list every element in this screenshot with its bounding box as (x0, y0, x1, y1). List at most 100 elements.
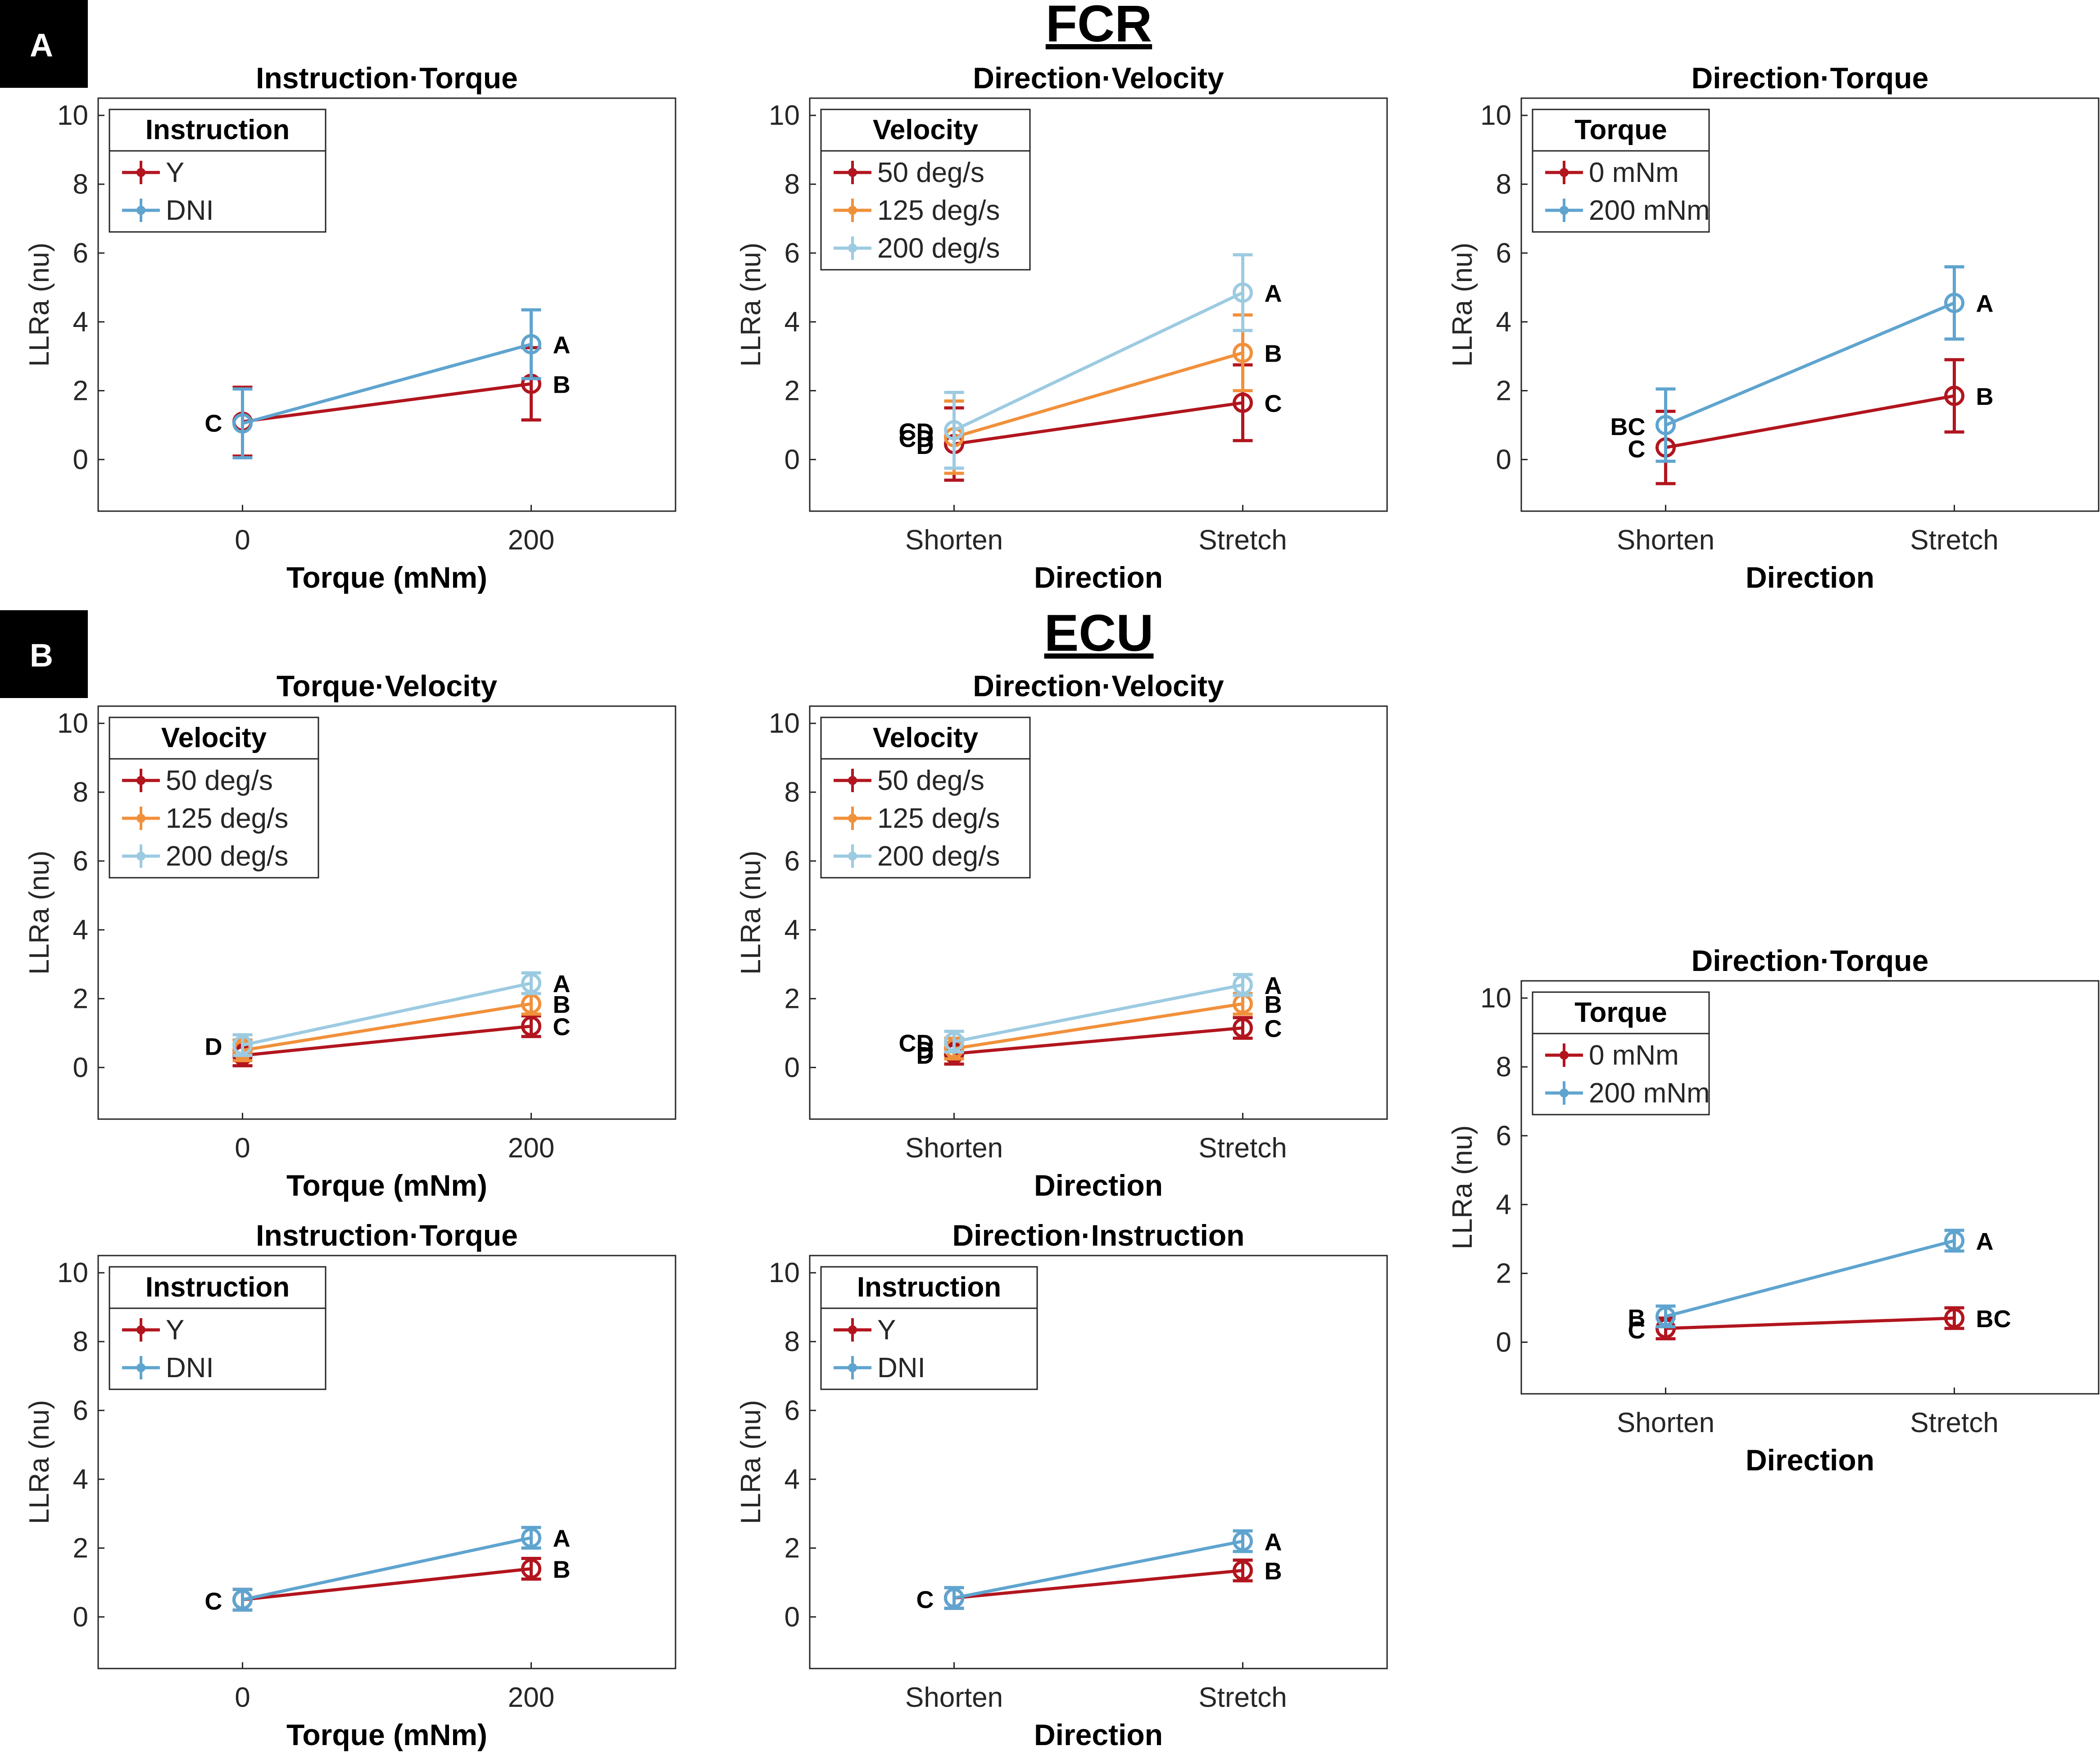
x-tick-label: Stretch (1198, 1682, 1287, 1713)
legend-label: 0 mNm (1589, 1040, 1679, 1071)
data-point (232, 1035, 253, 1056)
legend-swatch-marker (848, 1325, 857, 1334)
y-tick-label: 6 (73, 1395, 88, 1426)
chart-title: Instruction·Torque (256, 1219, 518, 1252)
legend-box (109, 717, 319, 879)
x-tick-label: 0 (235, 1133, 250, 1164)
y-tick-label: 4 (785, 1464, 800, 1495)
x-tick-label: Stretch (1198, 1133, 1287, 1164)
data-point (1233, 1017, 1253, 1038)
series-1: CDB (899, 313, 1282, 475)
x-tick-label: 0 (235, 525, 250, 556)
data-point (944, 420, 964, 440)
legend-label: DNI (877, 1352, 925, 1383)
y-tick-label: 0 (785, 444, 800, 475)
x-tick-label: Stretch (1198, 525, 1287, 556)
data-point (1233, 282, 1253, 303)
series-line (242, 1536, 532, 1601)
legend-swatch-marker (1560, 1088, 1569, 1097)
series-line (953, 1539, 1243, 1600)
chart-b4: Instruction·Torque 0 2 4 6 8 10 0 200 Torque (mNm… (24, 1219, 676, 1751)
x-axis-title: Direction (1746, 1443, 1874, 1477)
significance-label: D (916, 1042, 934, 1069)
legend-title: Velocity (873, 722, 979, 753)
y-axis-title: LLRa (nu) (735, 851, 767, 975)
series-line (953, 1002, 1243, 1050)
y-tick-label: 0 (1496, 444, 1511, 475)
y-axis-title: LLRa (nu) (24, 851, 55, 975)
significance-label: C (916, 1586, 934, 1613)
data-point (521, 334, 541, 354)
legend-label: 125 deg/s (877, 803, 1000, 834)
data-point (1233, 392, 1253, 413)
legend-swatch-marker (848, 852, 857, 861)
chart-b2: Direction·Velocity 0 2 4 6 8 10 Shorten Stretch D… (735, 669, 1388, 1202)
y-tick-label: 6 (785, 1395, 800, 1426)
legend-label: 200 deg/s (877, 841, 1000, 872)
data-point (1944, 1308, 1964, 1329)
chart-title: Torque·Velocity (277, 669, 497, 703)
y-axis-title: LLRa (nu) (735, 1400, 767, 1524)
x-tick-label: Stretch (1910, 1407, 1998, 1438)
significance-label: C (205, 410, 222, 437)
panel-b-label: B (30, 638, 53, 674)
legend: Velocity 50 deg/s 125 deg/s 200 deg/s (820, 109, 1031, 271)
series-line (242, 1002, 532, 1052)
y-tick-label: 2 (785, 1533, 800, 1564)
y-tick-label: 2 (1496, 376, 1511, 407)
y-tick-label: 10 (769, 1257, 800, 1288)
y-tick-label: 4 (1496, 307, 1511, 338)
y-tick-label: 0 (785, 1601, 800, 1633)
legend-swatch-marker (848, 206, 857, 215)
y-tick-label: 0 (73, 444, 88, 475)
series-1: CA (205, 1525, 571, 1615)
y-tick-label: 6 (1496, 238, 1511, 269)
y-tick-label: 6 (73, 238, 88, 269)
legend: Velocity 50 deg/s 125 deg/s 200 deg/s (109, 717, 319, 879)
significance-label: A (553, 331, 571, 358)
legend-title: Velocity (161, 722, 267, 753)
legend: Velocity 50 deg/s 125 deg/s 200 deg/s (820, 717, 1031, 879)
panel-a-label: A (30, 27, 53, 63)
significance-label: D (205, 1034, 222, 1061)
plot-frame (97, 97, 676, 512)
legend-swatch-marker (848, 814, 857, 823)
y-tick-label: 4 (73, 1464, 88, 1495)
data-point (521, 1016, 541, 1037)
series-line (242, 343, 532, 425)
legend-swatch-marker (136, 852, 145, 861)
x-axis-title: Direction (1746, 561, 1874, 594)
y-axis-title: LLRa (nu) (1447, 243, 1478, 367)
y-tick-label: 8 (1496, 1052, 1511, 1083)
series-line (1665, 394, 1955, 449)
data-point (944, 1587, 964, 1608)
series-0: C (232, 1014, 571, 1068)
series-line (242, 1567, 531, 1601)
legend-swatch-marker (848, 776, 857, 785)
x-tick-label: Shorten (905, 525, 1003, 556)
y-tick-label: 4 (1496, 1189, 1511, 1220)
legend-label: 125 deg/s (166, 803, 288, 834)
plot-frame (809, 705, 1388, 1120)
x-axis-title: Direction (1034, 1718, 1163, 1751)
legend-title: Instruction (145, 1272, 290, 1303)
y-tick-label: 2 (785, 984, 800, 1015)
significance-label: A (1265, 280, 1282, 307)
y-tick-label: 6 (73, 846, 88, 877)
series-line (242, 382, 531, 423)
significance-label: C (1265, 1015, 1282, 1042)
data-point (232, 413, 253, 434)
y-tick-label: 2 (73, 984, 88, 1015)
legend-label: 200 mNm (1589, 1078, 1710, 1109)
legend-label: 200 deg/s (166, 841, 288, 872)
series-line (953, 351, 1243, 439)
legend: Instruction Y DNI (109, 109, 327, 233)
ecu-section-title: ECU (1044, 604, 1154, 662)
y-tick-label: 8 (73, 777, 88, 808)
legend: Torque 0 mNm 200 mNm (1532, 109, 1710, 233)
series-0: CB (205, 346, 571, 458)
significance-label: B (1265, 991, 1282, 1018)
y-tick-label: 4 (785, 915, 800, 946)
data-point (944, 1031, 964, 1052)
